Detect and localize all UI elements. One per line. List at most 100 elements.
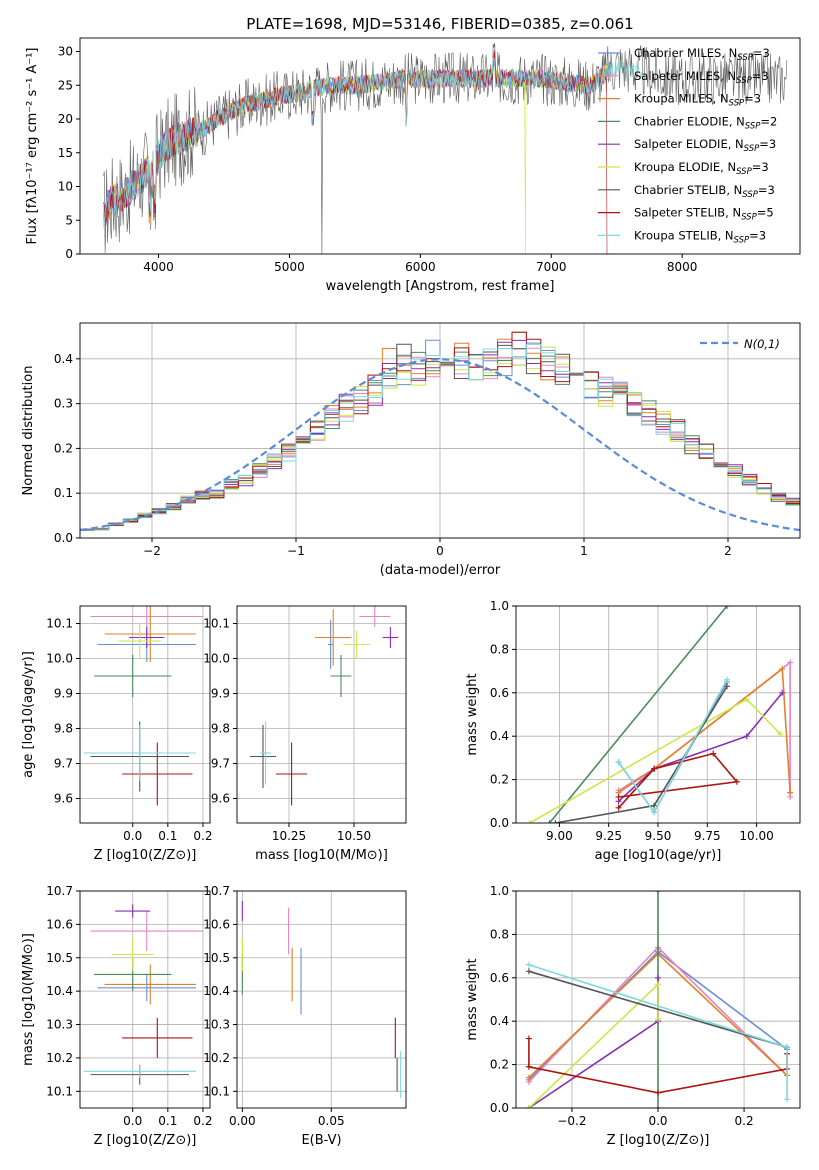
x-axis-label: age [log10(age/yr)] bbox=[595, 848, 722, 863]
x-axis-label: Z [log10(Z/Z⊙)] bbox=[94, 1133, 197, 1148]
x-axis-label: wavelength [Angstrom, rest frame] bbox=[326, 279, 555, 294]
legend-label-kroupa_stelib: Kroupa STELIB, NSSP=3 bbox=[634, 228, 766, 245]
histogram-kroupa_elodie bbox=[80, 346, 800, 538]
x-axis-label: mass [log10(M/M⊙)] bbox=[255, 848, 388, 863]
weight-marker-kroupa_elodie bbox=[777, 731, 784, 738]
legend-label-tail: =3 bbox=[752, 69, 769, 83]
legend-label-salpeter_elodie: Salpeter ELODIE, NSSP=3 bbox=[634, 137, 776, 154]
y-tick-label: 0.8 bbox=[490, 927, 509, 941]
y-tick-label: 0.0 bbox=[490, 816, 509, 830]
legend-label-main: Chabrier ELODIE, N bbox=[634, 114, 745, 128]
legend-label-tail: =3 bbox=[749, 228, 766, 242]
y-tick-label: 10.4 bbox=[46, 984, 73, 998]
legend-label-tail: =3 bbox=[744, 92, 761, 106]
legend-label-main: Salpeter MILES, N bbox=[634, 69, 736, 83]
axes-frame bbox=[79, 37, 801, 255]
legend-label-main: Kroupa STELIB, N bbox=[634, 228, 734, 242]
x-tick-label: 1 bbox=[580, 544, 588, 558]
weight-marker-salpeter_stelib bbox=[525, 1035, 532, 1042]
legend-label-chabrier_stelib: Chabrier STELIB, NSSP=3 bbox=[634, 183, 775, 200]
x-tick-label: 0.05 bbox=[318, 1114, 345, 1128]
y-tick-label: 0.2 bbox=[490, 1058, 509, 1072]
plot-area bbox=[103, 42, 788, 254]
y-tick-label: 25 bbox=[58, 78, 73, 92]
y-tick-label: 20 bbox=[58, 112, 73, 126]
y-tick-label: 10.1 bbox=[203, 617, 230, 631]
histogram-salpeter_stelib bbox=[80, 331, 800, 538]
weight-marker-kroupa_elodie bbox=[526, 820, 533, 823]
histogram-kroupa_stelib bbox=[80, 343, 800, 538]
x-tick-label: 0.0 bbox=[648, 1114, 667, 1128]
y-tick-label: 0.1 bbox=[54, 486, 73, 500]
x-tick-label: −0.2 bbox=[557, 1114, 586, 1128]
y-tick-label: 1.0 bbox=[490, 599, 509, 613]
weight-marker-kroupa_elodie bbox=[743, 696, 750, 703]
y-tick-label: 15 bbox=[58, 146, 73, 160]
y-tick-label: 9.7 bbox=[211, 757, 230, 771]
x-tick-label: 0.1 bbox=[158, 1114, 177, 1128]
y-tick-label: 30 bbox=[58, 45, 73, 59]
histogram-chabrier_miles bbox=[80, 339, 800, 538]
weight-marker-kroupa_miles bbox=[779, 665, 786, 672]
y-tick-label: 10.2 bbox=[46, 1051, 73, 1065]
y-tick-label: 9.8 bbox=[211, 722, 230, 736]
legend-label-kroupa_elodie: Kroupa ELODIE, NSSP=3 bbox=[634, 160, 769, 177]
weight-marker-salpeter_elodie bbox=[743, 733, 750, 740]
weight-marker-kroupa_stelib bbox=[651, 809, 658, 816]
axes-frame bbox=[515, 605, 801, 824]
weight-marker-chabrier_elodie bbox=[655, 891, 661, 894]
x-tick-label: 0.1 bbox=[158, 829, 177, 843]
x-tick-label: 10.50 bbox=[337, 829, 371, 843]
x-tick-label: 0.2 bbox=[193, 1114, 212, 1128]
plot-area bbox=[241, 901, 402, 1098]
x-tick-label: 10.25 bbox=[272, 829, 306, 843]
weight-marker-chabrier_elodie bbox=[546, 820, 553, 823]
histogram-chabrier_stelib bbox=[80, 343, 800, 538]
weight-marker-kroupa_miles bbox=[787, 789, 794, 796]
weight-line-chabrier_stelib bbox=[555, 685, 728, 823]
axes-frame bbox=[79, 322, 801, 539]
weight-marker-kroupa_stelib bbox=[784, 1096, 791, 1103]
x-tick-label: 0.2 bbox=[193, 829, 212, 843]
weight-marker-chabrier_stelib bbox=[552, 820, 559, 823]
y-tick-label: 9.9 bbox=[54, 687, 73, 701]
y-axis-label: Normed distribution bbox=[21, 366, 36, 496]
plot-area bbox=[526, 606, 794, 823]
y-tick-label: 10.6 bbox=[203, 917, 230, 931]
y-tick-label: 10.3 bbox=[46, 1018, 73, 1032]
normal-curve bbox=[80, 358, 800, 532]
x-axis-label: E(B-V) bbox=[301, 1133, 341, 1148]
y-tick-label: 0.4 bbox=[490, 1014, 509, 1028]
legend-label-tail: =3 bbox=[758, 183, 775, 197]
y-tick-label: 10.1 bbox=[46, 617, 73, 631]
x-tick-label: 0 bbox=[436, 544, 444, 558]
legend-label-sub: SSP bbox=[737, 53, 753, 63]
weight-marker-salpeter_stelib bbox=[525, 1063, 532, 1070]
y-tick-label: 9.8 bbox=[54, 722, 73, 736]
legend-label-main: Salpeter STELIB, N bbox=[634, 206, 741, 220]
x-tick-label: 9.00 bbox=[546, 829, 573, 843]
chart-age_vs_mass: 10.25 10.50 9.6 9.7 9.8 9.9 10.0 10.1 mass [log1… bbox=[203, 605, 407, 863]
spectrum-line-kroupa_stelib bbox=[103, 57, 643, 222]
plot-area bbox=[525, 891, 791, 1108]
legend-label-sub: SSP bbox=[741, 213, 757, 223]
y-tick-label: 10.6 bbox=[46, 917, 73, 931]
weight-marker-kroupa_miles bbox=[525, 1074, 532, 1081]
y-tick-label: 9.6 bbox=[54, 792, 73, 806]
y-tick-label: 10.0 bbox=[203, 652, 230, 666]
x-tick-label: 6000 bbox=[405, 260, 436, 274]
legend-label-sub: SSP bbox=[745, 121, 761, 131]
legend-label-salpeter_stelib: Salpeter STELIB, NSSP=5 bbox=[634, 206, 774, 223]
axes-frame bbox=[515, 890, 801, 1109]
legend-label-sub: SSP bbox=[729, 99, 745, 109]
plot-area bbox=[80, 331, 800, 538]
histogram-salpeter_miles bbox=[80, 347, 800, 538]
legend-label-salpeter_miles: Salpeter MILES, NSSP=3 bbox=[634, 69, 769, 86]
chart-mass_vs_ebv: 0.00 0.05 10.1 10.2 10.3 10.4 10.5 10.6 10.7 E(B-… bbox=[203, 884, 407, 1148]
weight-marker-kroupa_stelib bbox=[724, 676, 731, 683]
legend-label-chabrier_elodie: Chabrier ELODIE, NSSP=2 bbox=[634, 114, 777, 131]
weight-marker-salpeter_miles bbox=[787, 659, 794, 666]
legend-label-main: Chabrier STELIB, N bbox=[634, 183, 742, 197]
